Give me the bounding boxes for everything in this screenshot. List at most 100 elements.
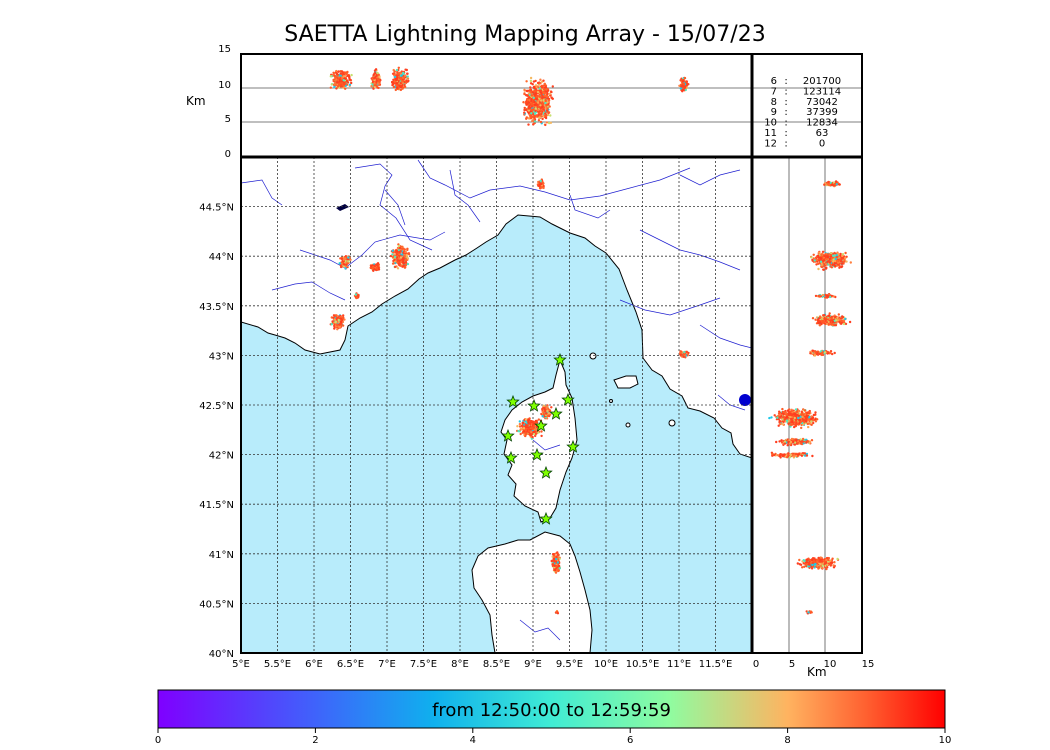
station-count-sep: : (784, 107, 787, 118)
side-unit-label: Km (807, 665, 827, 679)
star-icon (539, 465, 553, 479)
star-icon (561, 392, 575, 406)
lightning-cluster (809, 349, 836, 357)
lightning-cluster (810, 250, 852, 271)
longitude-tick: 7.5°E (410, 659, 437, 670)
lightning-cluster (768, 407, 819, 430)
longitude-tick: 5.5°E (264, 659, 291, 670)
altitude-tick: 0 (225, 149, 231, 160)
colorbar-tick: 6 (627, 735, 633, 746)
panel-frame (240, 53, 863, 654)
star-icon (534, 418, 548, 432)
small-island (625, 422, 631, 428)
station-count-value: 0 (819, 138, 825, 149)
star-icon (504, 450, 518, 464)
station-count-number: 9 (771, 107, 777, 118)
latitude-tick: 43°N (209, 351, 234, 362)
colorbar-tick: 2 (312, 735, 318, 746)
lightning-cluster (796, 556, 840, 571)
latitude-tick: 42.5°N (199, 401, 234, 412)
longitude-tick: 11.5°E (699, 659, 733, 670)
lightning-cluster (554, 609, 560, 615)
longitude-tick: 8°E (451, 659, 469, 670)
side-altitude-tick: 0 (753, 659, 759, 670)
station-count-number: 7 (771, 86, 777, 97)
station-count-sep: : (784, 86, 787, 97)
star-icon (530, 447, 544, 461)
star-icon (566, 439, 580, 453)
lightning-cluster (823, 180, 841, 188)
longitude-tick: 6.5°E (337, 659, 364, 670)
lightning-cluster (522, 76, 554, 127)
latitude-tick: 40.5°N (199, 599, 234, 610)
station-count-number: 12 (764, 138, 777, 149)
longitude-tick: 9°E (524, 659, 542, 670)
latitude-tick: 43.5°N (199, 302, 234, 313)
altitude-unit-label: Km (186, 94, 206, 108)
star-icon (549, 406, 563, 420)
lightning-cluster (329, 69, 353, 90)
altitude-tick: 10 (218, 80, 231, 91)
lightning-cluster (338, 255, 352, 270)
station-count-number: 8 (771, 97, 777, 108)
latitude-tick: 44°N (209, 252, 234, 263)
star-icon (539, 511, 553, 525)
station-count-number: 11 (764, 128, 777, 139)
latitude-tick: 42°N (209, 451, 234, 462)
colorbar-label: from 12:50:00 to 12:59:59 (432, 700, 671, 721)
sardinia-island (471, 531, 593, 653)
station-count-value: 123114 (803, 86, 841, 97)
longitude-tick: 5°E (232, 659, 250, 670)
lightning-cluster (678, 76, 690, 93)
lake (739, 394, 751, 406)
latitude-tick: 41°N (209, 550, 234, 561)
star-icon (553, 352, 567, 366)
lightning-cluster (811, 312, 852, 327)
small-island (668, 419, 676, 427)
longitude-tick: 9.5°E (556, 659, 583, 670)
mainland-landmass (241, 157, 752, 459)
latitude-tick: 44.5°N (199, 203, 234, 214)
rivers-borders (241, 159, 752, 641)
station-count-sep: : (784, 97, 787, 108)
lightning-sources (329, 66, 852, 615)
latitude-tick: 41.5°N (199, 500, 234, 511)
longitude-tick: 6°E (305, 659, 323, 670)
station-markers (501, 352, 580, 525)
lake (336, 204, 349, 211)
small-island (589, 352, 597, 360)
colorbar-tick: 8 (784, 735, 790, 746)
station-count-value: 12834 (806, 118, 838, 129)
side-altitude-panel (788, 157, 826, 653)
longitude-tick: 11°E (667, 659, 691, 670)
longitude-tick: 8.5°E (483, 659, 510, 670)
lightning-cluster (550, 551, 561, 574)
lightning-cluster (775, 437, 814, 447)
axis-ticks: 5°E 5.5°E 6°E 6.5°E 7°E 7.5°E 8°E 8.5°E 9°E 9.5°E… (199, 44, 874, 670)
lightning-cluster (536, 178, 545, 190)
station-count-table: 6: 201700 7: 123114 8: 73042 9: 37399 10: 12834 11… (764, 76, 841, 149)
colorbar-tick: 0 (155, 735, 161, 746)
station-count-value: 63 (816, 128, 829, 139)
station-count-sep: : (784, 138, 787, 149)
colorbar-tick: 4 (470, 735, 476, 746)
longitude-tick: 10°E (594, 659, 618, 670)
lightning-cluster (814, 293, 837, 299)
altitude-tick: 15 (218, 44, 231, 55)
latitude-tick: 40°N (209, 649, 234, 660)
star-icon (501, 428, 515, 442)
station-count-sep: : (784, 128, 787, 139)
colorbar (157, 689, 946, 729)
station-count-sep: : (784, 118, 787, 129)
elba-island (613, 375, 639, 389)
side-altitude-tick: 10 (824, 659, 837, 670)
lightning-cluster (370, 68, 382, 90)
lightning-cluster (540, 404, 553, 420)
lightning-cluster (805, 610, 813, 615)
altitude-tick: 5 (225, 114, 231, 125)
lightning-cluster (389, 243, 411, 270)
station-count-value: 201700 (803, 76, 841, 87)
station-count-value: 73042 (806, 97, 838, 108)
star-icon (506, 394, 520, 408)
